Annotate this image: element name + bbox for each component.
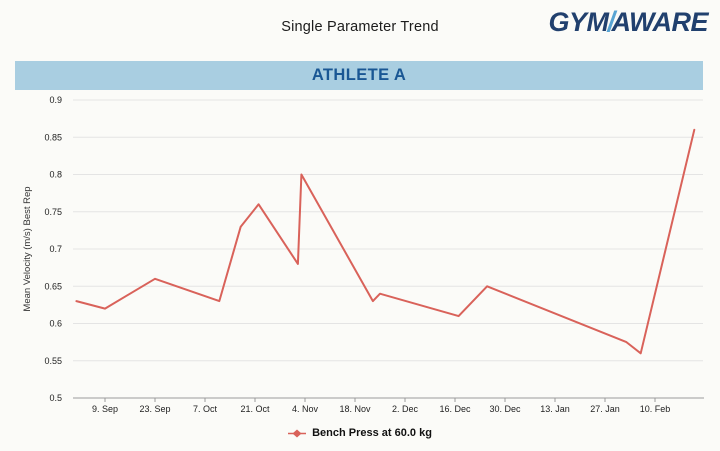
x-tick-label: 21. Oct	[240, 404, 270, 414]
y-tick-label: 0.9	[49, 95, 62, 105]
y-tick-label: 0.6	[49, 319, 62, 329]
y-axis-title: Mean Velocity (m/s) Best Rep	[22, 186, 33, 311]
legend-series-label: Bench Press at 60.0 kg	[312, 427, 432, 439]
x-tick-label: 2. Dec	[392, 404, 419, 414]
x-tick-label: 23. Sep	[139, 404, 170, 414]
x-tick-label: 30. Dec	[489, 404, 521, 414]
x-tick-label: 13. Jan	[540, 404, 570, 414]
x-tick-label: 7. Oct	[193, 404, 218, 414]
y-tick-label: 0.5	[49, 393, 62, 403]
page-title: Single Parameter Trend	[281, 19, 439, 35]
y-tick-label: 0.8	[49, 170, 62, 180]
logo-slash-icon: /	[607, 6, 615, 38]
y-tick-label: 0.65	[44, 281, 62, 291]
x-tick-label: 4. Nov	[292, 404, 319, 414]
athlete-name-banner: ATHLETE A	[15, 61, 703, 90]
y-tick-label: 0.85	[44, 132, 62, 142]
y-tick-label: 0.55	[44, 356, 62, 366]
gymaware-logo: GYM/AWARE	[548, 6, 708, 38]
logo-text-gym: GYM	[548, 7, 609, 37]
logo-text-aware: AWARE	[611, 7, 708, 37]
legend-marker-icon	[288, 429, 307, 437]
x-tick-label: 10. Feb	[640, 404, 671, 414]
trend-line	[75, 128, 696, 355]
chart-legend: Bench Press at 60.0 kg	[0, 427, 720, 439]
x-tick-label: 9. Sep	[92, 404, 118, 414]
x-tick-label: 16. Dec	[439, 404, 471, 414]
y-tick-label: 0.7	[49, 244, 62, 254]
x-tick-label: 18. Nov	[339, 404, 371, 414]
x-tick-label: 27. Jan	[590, 404, 620, 414]
y-tick-label: 0.75	[44, 207, 62, 217]
